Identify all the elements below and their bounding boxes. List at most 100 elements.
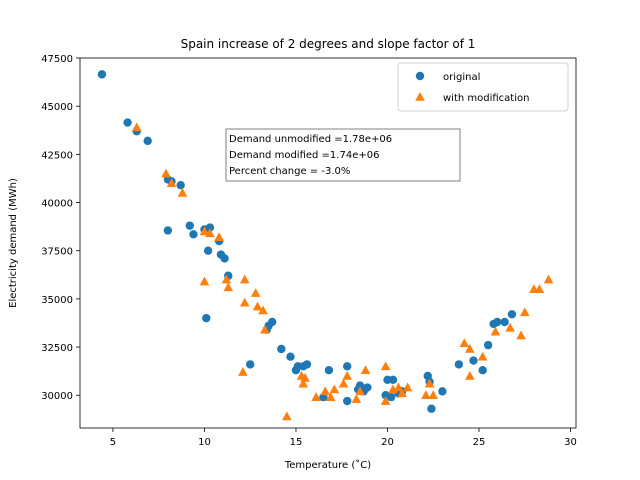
x-tick-label: 5 <box>110 437 116 448</box>
data-point <box>300 372 310 382</box>
data-point <box>202 313 211 323</box>
legend-label-original: original <box>443 72 480 83</box>
data-point <box>427 404 436 413</box>
data-point <box>143 136 152 146</box>
data-point <box>493 317 502 327</box>
data-point <box>199 276 210 286</box>
data-point <box>221 274 232 284</box>
data-point <box>507 310 517 319</box>
data-point <box>363 383 372 392</box>
data-point <box>459 338 470 348</box>
data-point <box>386 392 396 402</box>
data-point <box>338 378 349 388</box>
x-axis-ticks: 5 10 15 20 25 30 <box>110 428 577 448</box>
data-point <box>351 394 362 403</box>
annotation-line-unmodified: Demand unmodified =1.78e+06 <box>229 134 392 145</box>
x-axis-label: Temperature (˚C) <box>284 459 371 471</box>
annotation-line-modified: Demand modified =1.74e+06 <box>229 150 379 161</box>
data-point <box>298 378 309 388</box>
data-point <box>203 246 213 255</box>
y-tick-label: 40000 <box>41 199 73 210</box>
annotation-box: Demand unmodified =1.78e+06 Demand modif… <box>225 128 461 182</box>
data-point <box>397 388 407 398</box>
data-point <box>320 386 331 396</box>
data-point <box>465 370 475 380</box>
plot-area <box>79 57 577 429</box>
data-point <box>220 254 229 263</box>
data-point <box>260 324 270 334</box>
legend-frame <box>397 62 569 112</box>
annotation-frame <box>225 128 461 182</box>
data-point <box>223 282 234 292</box>
data-point <box>519 307 530 317</box>
data-point <box>239 274 250 284</box>
data-point <box>325 392 336 401</box>
x-tick-label: 20 <box>381 437 394 448</box>
data-point <box>282 411 292 421</box>
data-point <box>380 396 391 405</box>
data-point <box>424 378 435 388</box>
y-tick-label: 37500 <box>41 247 73 258</box>
data-point <box>534 284 545 294</box>
y-tick-label: 47500 <box>41 54 73 65</box>
legend-marker-with-modification <box>415 92 425 101</box>
chart-title: Spain increase of 2 degrees and slope fa… <box>181 37 476 51</box>
data-point <box>286 352 295 361</box>
y-axis-ticks: 30000 32500 35000 37500 40000 42500 45000 47500 <box>41 54 80 402</box>
legend-markers <box>415 71 425 101</box>
axes-frame <box>79 57 577 429</box>
x-tick-label: 25 <box>473 437 486 448</box>
data-point <box>163 226 173 235</box>
data-point <box>343 396 352 406</box>
data-point <box>402 382 413 392</box>
data-point <box>324 365 334 375</box>
data-point <box>477 351 488 361</box>
data-point <box>239 297 250 307</box>
data-point <box>505 322 515 332</box>
data-point <box>177 187 188 197</box>
data-point <box>469 356 478 365</box>
x-tick-label: 30 <box>564 437 577 448</box>
data-point <box>189 230 198 239</box>
data-point <box>246 360 255 369</box>
data-point <box>123 118 132 127</box>
annotation-line-percent: Percent change = -3.0% <box>229 166 350 177</box>
legend-label-with-modification: with modification <box>443 93 529 104</box>
series-with-modification <box>131 122 554 421</box>
data-point <box>478 365 487 375</box>
data-point <box>267 317 277 327</box>
data-point <box>252 301 263 311</box>
data-point <box>355 386 365 396</box>
data-point <box>199 226 210 236</box>
data-point <box>250 288 261 297</box>
data-point <box>438 387 447 396</box>
data-point <box>131 122 142 132</box>
data-point <box>500 317 509 327</box>
legend: original with modification <box>397 62 569 112</box>
data-point <box>311 392 321 401</box>
data-point <box>388 375 398 385</box>
data-point <box>490 326 501 336</box>
y-tick-label: 42500 <box>41 150 73 161</box>
data-point <box>176 180 185 190</box>
data-point <box>302 360 312 369</box>
data-point <box>483 340 493 350</box>
x-tick-label: 10 <box>198 437 211 448</box>
legend-marker-original <box>415 71 425 81</box>
data-point <box>214 232 224 242</box>
data-point <box>166 178 177 188</box>
y-tick-label: 32500 <box>41 343 73 354</box>
data-point <box>543 274 554 284</box>
data-point <box>258 305 268 315</box>
data-point <box>205 223 215 232</box>
data-point <box>185 221 195 230</box>
data-point <box>342 370 353 380</box>
y-axis-label: Electricity demand (MWh) <box>8 178 19 308</box>
data-point <box>465 343 475 353</box>
y-tick-label: 35000 <box>41 295 73 306</box>
data-point <box>393 382 404 392</box>
data-point <box>360 365 371 374</box>
data-point <box>428 390 439 400</box>
